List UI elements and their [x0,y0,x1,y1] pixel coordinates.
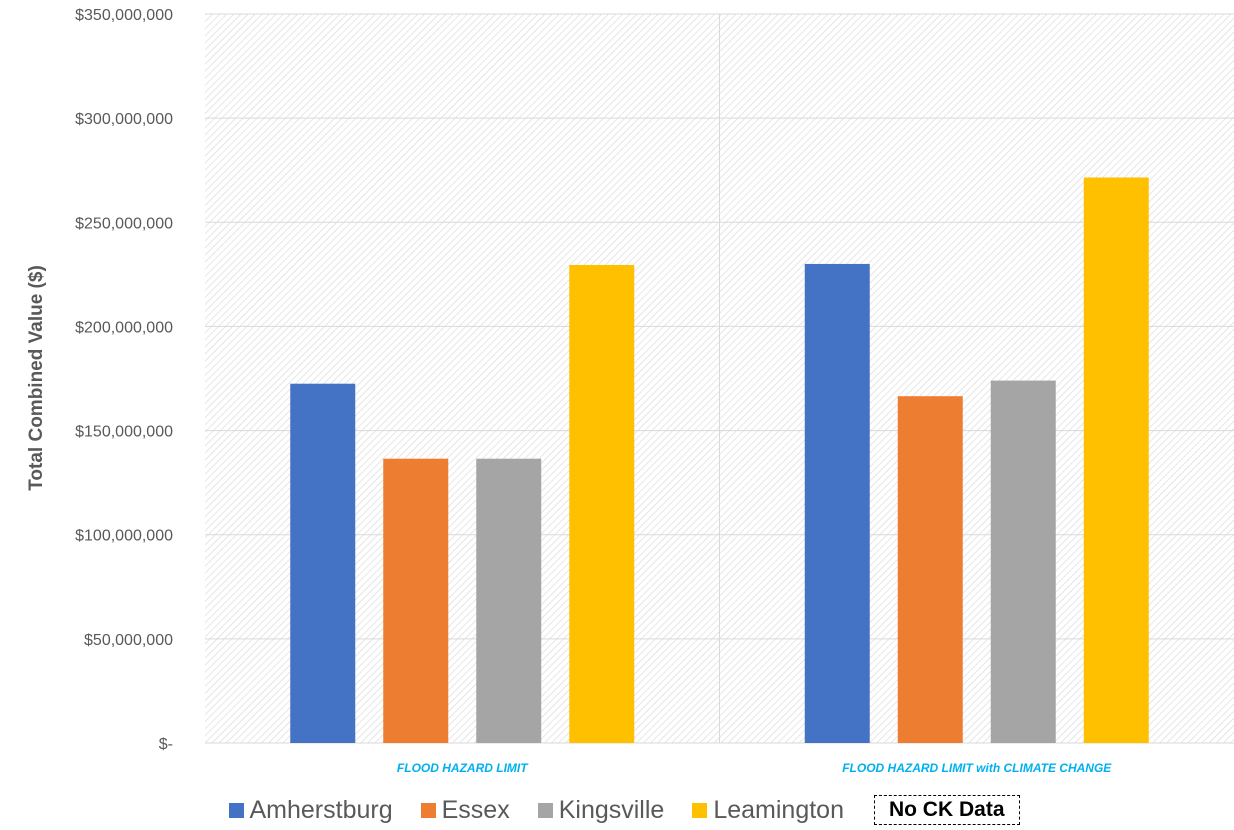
y-tick-label: $200,000,000 [75,319,173,336]
category-label: FLOOD HAZARD LIMIT [397,761,529,775]
legend-swatch [692,802,708,818]
bar-essex-0 [383,458,449,743]
y-tick-label: $250,000,000 [75,215,173,232]
y-tick-label: $50,000,000 [84,632,173,649]
category-label: FLOOD HAZARD LIMIT with CLIMATE CHANGE [842,761,1112,775]
legend-swatch [228,802,244,818]
no-ck-data-note: No CK Data [873,795,1020,825]
legend-label: Kingsville [558,795,665,824]
bar-kingsville-0 [476,458,542,743]
bar-chart: $- $50,000,000 $100,000,000 $150,000,000 $20… [26,7,1234,775]
bar-leamington-1 [1083,177,1149,744]
legend-item-kingsville: Kingsville [537,795,665,825]
bars [290,177,1149,744]
legend: Amherstburg Essex Kingsville Leamington No C… [0,790,1234,830]
bar-essex-1 [897,396,963,743]
bar-leamington-0 [569,264,635,743]
legend-label: Essex [441,795,510,824]
y-tick-label: $300,000,000 [75,111,173,128]
legend-label: Leamington [713,795,844,824]
y-tick-label: $350,000,000 [75,7,173,24]
y-axis-ticks: $- $50,000,000 $100,000,000 $150,000,000 $20… [75,7,173,753]
x-axis-category-labels: FLOOD HAZARD LIMIT FLOOD HAZARD LIMIT wit… [397,761,1112,775]
bar-amherstburg-0 [290,383,356,743]
legend-item-leamington: Leamington [692,796,844,825]
y-tick-label: $150,000,000 [75,424,173,441]
legend-item-essex: Essex [420,795,510,825]
bar-kingsville-1 [990,380,1056,743]
bar-amherstburg-1 [804,263,870,743]
gridlines [205,13,1234,744]
legend-label: Amherstburg [249,795,393,824]
legend-swatch [537,802,553,818]
y-tick-label: $100,000,000 [75,528,173,545]
legend-swatch [420,802,436,818]
y-tick-label: $- [159,736,173,753]
legend-item-amherstburg: Amherstburg [228,795,393,825]
y-axis-label: Total Combined Value ($) [26,265,47,491]
